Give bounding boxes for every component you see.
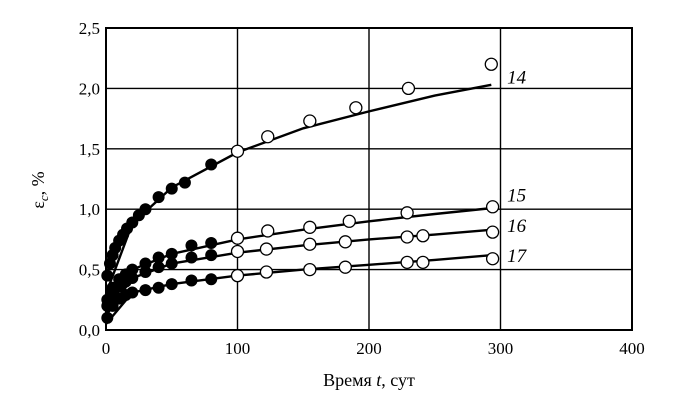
filled-point	[139, 266, 152, 279]
open-point	[400, 206, 414, 220]
open-point	[230, 144, 245, 158]
curve-label-16: 16	[507, 216, 527, 237]
filled-point	[178, 176, 191, 189]
open-point	[261, 130, 275, 144]
open-point	[259, 242, 274, 256]
open-point	[303, 220, 317, 234]
open-point	[303, 114, 317, 128]
filled-point	[126, 272, 139, 285]
y-tick-label: 1,0	[79, 200, 100, 219]
curve-label-14: 14	[507, 67, 527, 88]
y-axis-ticks: 0,0 0,5 1,0 1,5 2,0 2,5	[79, 19, 100, 340]
open-point	[416, 229, 430, 243]
open-point	[259, 265, 274, 279]
filled-point	[126, 286, 139, 299]
filled-point	[185, 251, 198, 264]
open-point	[342, 214, 356, 228]
x-tick-label: 100	[225, 339, 251, 358]
curve-label-15: 15	[507, 186, 526, 207]
open-point	[230, 231, 245, 245]
x-axis-label: Время t, сут	[323, 370, 415, 390]
open-point	[261, 224, 275, 238]
filled-point	[152, 191, 165, 204]
open-point	[416, 255, 430, 270]
open-point	[303, 237, 317, 251]
filled-point	[101, 269, 114, 282]
filled-point	[205, 273, 218, 286]
y-axis-label: εc, %	[28, 171, 51, 208]
filled-point	[205, 237, 218, 250]
open-point	[230, 244, 245, 259]
y-tick-label: 0,0	[79, 321, 100, 340]
filled-point	[152, 261, 165, 274]
open-point	[338, 235, 352, 249]
filled-point	[139, 284, 152, 297]
open-point	[401, 81, 416, 96]
data-points	[101, 57, 500, 324]
open-point	[230, 268, 245, 283]
filled-point	[139, 203, 152, 216]
open-point	[485, 200, 500, 214]
y-tick-label: 2,0	[79, 79, 100, 98]
plot-frame	[105, 27, 633, 331]
x-tick-label: 300	[488, 339, 514, 358]
x-tick-label: 0	[102, 339, 111, 358]
y-axis-label-subscript: c	[36, 195, 51, 201]
open-point	[400, 255, 414, 270]
fit-curve-14	[104, 83, 492, 295]
filled-point	[165, 247, 178, 260]
curve-label-17: 17	[507, 246, 528, 267]
filled-point	[165, 278, 178, 291]
x-tick-label: 200	[356, 339, 382, 358]
filled-point	[205, 158, 218, 171]
filled-point	[152, 251, 165, 264]
curve-labels: 14 15 16 17	[507, 67, 528, 267]
x-axis-ticks: 0 100 200 300 400	[102, 339, 645, 358]
filled-point	[152, 281, 165, 294]
filled-point	[185, 239, 198, 252]
filled-point	[101, 311, 114, 324]
filled-point	[165, 257, 178, 270]
open-point	[338, 260, 352, 274]
x-tick-label: 400	[619, 339, 645, 358]
open-point	[400, 230, 414, 244]
filled-point	[126, 263, 139, 276]
filled-point	[139, 257, 152, 270]
fit-curve-16	[105, 228, 493, 317]
y-tick-label: 2,5	[79, 19, 100, 38]
filled-point	[205, 249, 218, 262]
filled-point	[165, 182, 178, 195]
open-point	[485, 252, 500, 266]
open-point	[349, 101, 363, 115]
open-point	[485, 225, 500, 239]
filled-point	[185, 274, 198, 287]
open-point	[303, 262, 317, 277]
y-tick-label: 1,5	[79, 140, 100, 159]
y-tick-label: 0,5	[79, 261, 100, 280]
open-point	[484, 57, 498, 71]
